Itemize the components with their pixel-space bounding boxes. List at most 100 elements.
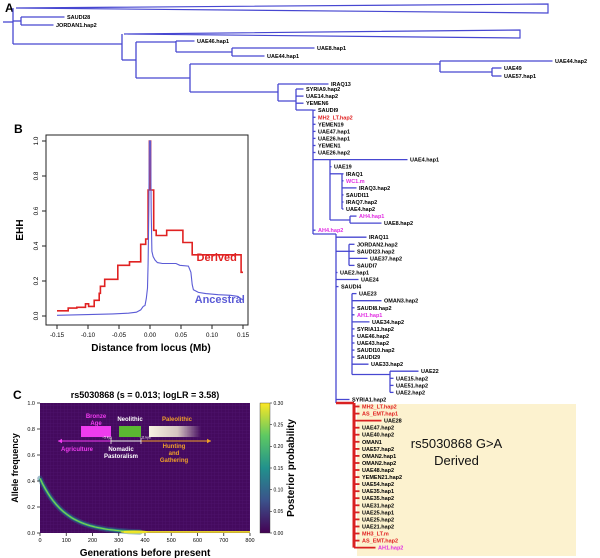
colorbar — [259, 402, 271, 534]
panel-a-label: A — [5, 1, 14, 15]
leaf-label: UAE46.hap2 — [357, 334, 389, 340]
leaf-label: SYRIA1.hap2 — [352, 398, 386, 404]
leaf-label: JORDAN1.hap2 — [56, 23, 97, 29]
leaf-label: UAE4.hap2 — [346, 207, 375, 213]
subsistence-label: and — [169, 451, 180, 457]
era-rect-2 — [149, 426, 201, 437]
timeline-arrow-right — [207, 438, 211, 444]
leaf-label: YEMEN21.hap2 — [362, 475, 402, 481]
trajectory-title: rs5030868 (s = 0.013; logLR = 3.58) — [71, 390, 220, 400]
leaf-label: MH2_LT.hap2 — [318, 115, 353, 121]
leaf-label: AH4.hap1 — [359, 214, 384, 220]
leaf-label: UAE21.hap2 — [362, 525, 394, 531]
panel-c-label: C — [13, 388, 22, 402]
x-tick-label: 300 — [114, 538, 123, 544]
subsistence-label: Pastoralism — [104, 454, 138, 460]
x-tick-label: 500 — [167, 538, 176, 544]
y-tick-label: 0.6 — [27, 453, 35, 459]
x-tick-label: -0.05 — [112, 332, 127, 339]
x-axis-title: Distance from locus (Mb) — [91, 343, 210, 354]
leaf-label: SAUDI8.hap2 — [357, 306, 392, 312]
x-tick-label: 0.05 — [175, 332, 188, 339]
era-label: Bronze — [86, 414, 107, 420]
y-tick-label: 0.2 — [27, 505, 35, 511]
y-tick-label: 0.2 — [33, 276, 40, 285]
leaf-label: UAE2.hap1 — [340, 271, 369, 277]
leaf-label: SYRIA9.hap2 — [306, 87, 340, 93]
leaf-label: UAE40.hap2 — [362, 433, 394, 439]
series-derived-line — [57, 140, 243, 312]
colorbar-title: Posterior probability — [286, 419, 297, 517]
leaf-label: SAUDI10.hap2 — [357, 348, 395, 354]
era-label: Neolithic — [117, 417, 143, 423]
leaf-label: IRAQ3.hap2 — [359, 186, 390, 192]
leaf-label: AH1.hap2 — [378, 546, 403, 552]
leaf-label: SAUDI9 — [318, 108, 338, 114]
leaf-label: SAUDI23.hap2 — [357, 249, 395, 255]
heatmap-grid — [40, 403, 250, 533]
leaf-label: UAE35.hap1 — [362, 489, 394, 495]
derived-box-line1: rs5030868 G>A — [411, 436, 503, 451]
y-tick-label: 0.6 — [33, 206, 40, 215]
leaf-label: UAE43.hap2 — [357, 341, 389, 347]
leaf-label: OMAN2.hap2 — [362, 461, 396, 467]
x-tick-label: 600 — [193, 538, 202, 544]
leaf-label: UAE47.hap2 — [362, 426, 394, 432]
leaf-label: UAE23 — [359, 292, 377, 298]
x-tick-label: 700 — [219, 538, 228, 544]
series-ancestral-label: Ancestral — [195, 294, 245, 306]
colorbar-tick-label: 0.05 — [274, 509, 284, 515]
leaf-label: SYRIA11.hap2 — [357, 327, 394, 333]
leaf-label: IRAQ11 — [369, 235, 389, 241]
era-label: Paleolithic — [162, 417, 193, 423]
leaf-label: SAUDI11 — [346, 193, 369, 199]
y-axis-title: EHH — [15, 219, 26, 240]
leaf-label: UAE28 — [384, 419, 402, 425]
leaf-label: UAE8.hap2 — [384, 221, 413, 227]
y-tick-label: 0.8 — [27, 427, 35, 433]
leaf-label: UAE15.hap2 — [396, 376, 428, 382]
leaf-label: IRAQ1 — [346, 172, 363, 178]
plot-border — [45, 134, 249, 326]
leaf-label: UAE24 — [361, 278, 380, 284]
leaf-label: UAE25.hap1 — [362, 510, 394, 516]
leaf-label: UAE8.hap1 — [317, 46, 346, 52]
leaf-label: IRAQ7.hap2 — [346, 200, 377, 206]
derived-clade-highlight-box — [357, 404, 576, 556]
era-rect-0 — [81, 426, 111, 437]
subsistence-label: Agriculture — [61, 447, 94, 453]
y-tick-label: 0.4 — [27, 479, 35, 485]
y-tick-label: 0.8 — [33, 171, 40, 180]
x-tick-label: 100 — [62, 538, 71, 544]
leaf-label: UAE49 — [504, 66, 522, 72]
leaf-label: OMAN1 — [362, 440, 382, 446]
y-tick-label: 1.0 — [27, 401, 35, 407]
leaf-label: UAE44.hap1 — [267, 54, 299, 60]
colorbar-tick-label: 0.25 — [274, 422, 284, 428]
subsistence-label: Hunting — [163, 444, 186, 450]
colorbar-tick-label: 0.30 — [274, 401, 284, 407]
x-tick-label: 0.00 — [144, 332, 157, 339]
leaf-label: UAE44.hap2 — [555, 59, 587, 65]
leaf-label: OMAN3.hap2 — [384, 299, 418, 305]
leaf-label: AS_EMT.hap1 — [362, 412, 398, 418]
leaf-label: YEMEN19 — [318, 122, 344, 128]
leaf-label: UAE35.hap2 — [362, 496, 394, 502]
era-boundary-label: ~11 kya — [139, 436, 150, 440]
y-axis-title: Allele frequency — [10, 433, 20, 503]
leaf-label: UAE57.hap1 — [504, 74, 536, 80]
leaf-label: YEMEN1 — [318, 144, 341, 150]
leaf-label: WC1.m — [346, 179, 365, 185]
leaf-label: UAE14.hap2 — [306, 94, 338, 100]
leaf-label: UAE34.hap2 — [372, 320, 404, 326]
y-tick-label: 1.0 — [33, 136, 40, 145]
x-tick-label: 400 — [140, 538, 149, 544]
leaf-label: OMAN2.hap1 — [362, 454, 396, 460]
era-rect-1 — [119, 426, 141, 437]
leaf-label: UAE26.hap1 — [318, 136, 350, 142]
leaf-label: UAE19 — [334, 165, 352, 171]
leaf-label: UAE47.hap1 — [318, 129, 350, 135]
series-ancestral-line — [56, 140, 244, 316]
